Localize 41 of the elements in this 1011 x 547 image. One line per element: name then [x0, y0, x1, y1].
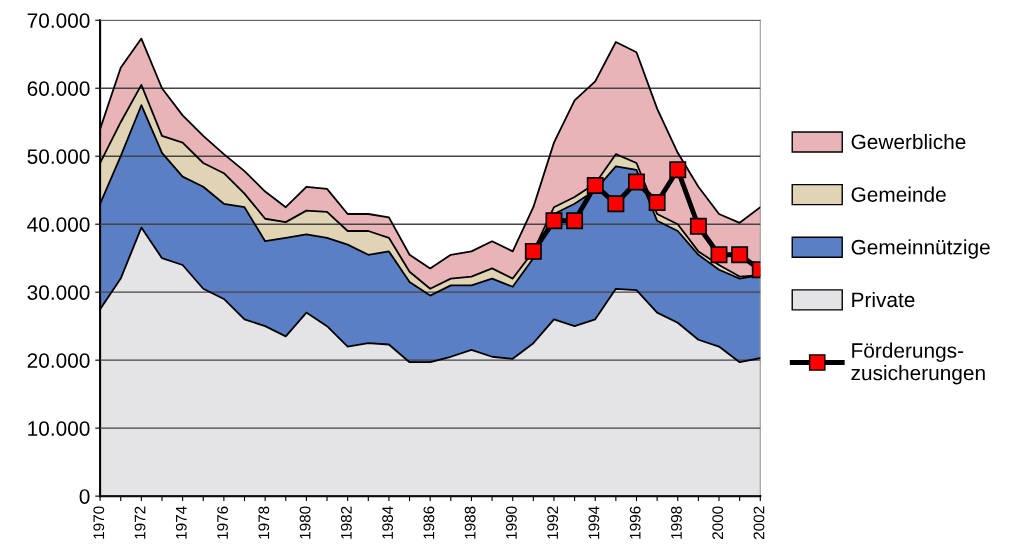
y-tick-label: 20.000 — [27, 353, 90, 368]
x-tick-label: 1972 — [134, 506, 146, 539]
x-tick-label: 1986 — [423, 506, 435, 539]
point — [566, 212, 584, 230]
y-tick-label: 40.000 — [27, 217, 90, 232]
point — [545, 212, 563, 230]
x-tick-label: 2002 — [753, 506, 765, 540]
x-tick-label: 1980 — [299, 506, 311, 539]
y-tick-label: 50.000 — [27, 149, 90, 164]
point — [710, 246, 728, 264]
point — [689, 217, 707, 235]
legend-label: Gemeinde — [851, 186, 946, 202]
x-tick-label: 1982 — [340, 506, 352, 539]
point — [648, 193, 666, 211]
y-tick-label: 0 — [79, 489, 90, 504]
x-tick-label: 1978 — [258, 506, 270, 539]
legend-label: Förderungs- zusicherungen — [851, 342, 985, 385]
y-tick-label: 60.000 — [27, 81, 90, 96]
x-tick-label: 1974 — [175, 506, 187, 539]
x-tick-label: 1996 — [629, 506, 641, 539]
y-tick-label: 70.000 — [27, 13, 90, 28]
point — [669, 161, 687, 179]
point — [586, 176, 604, 194]
x-tick-label: 1992 — [547, 506, 559, 539]
y-tick-label: 30.000 — [27, 285, 90, 300]
x-tick-label: 1970 — [93, 506, 105, 539]
point — [607, 195, 625, 213]
x-tick-label: 1988 — [464, 506, 476, 539]
x-tick-label: 1984 — [382, 506, 394, 539]
legend-label: Gewerbliche — [851, 133, 966, 150]
y-tick-label: 10.000 — [28, 421, 90, 436]
point — [731, 246, 749, 264]
x-tick-label: 2000 — [712, 506, 724, 540]
legend-label: Gemeinnützige — [851, 239, 990, 259]
legend-label: Private — [852, 291, 915, 308]
point — [628, 173, 645, 191]
point — [524, 242, 542, 260]
x-tick-label: 1990 — [505, 506, 517, 539]
x-tick-label: 1994 — [588, 506, 600, 539]
x-tick-label: 1998 — [671, 506, 682, 539]
x-tick-label: 1976 — [217, 506, 228, 539]
